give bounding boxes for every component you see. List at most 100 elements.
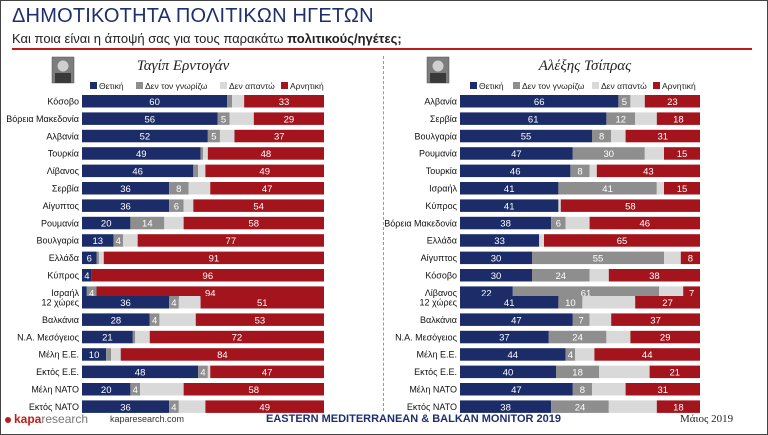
tsipras-value-positive: 30 xyxy=(491,271,502,282)
erdogan-bar-positive xyxy=(82,182,170,195)
erdogan-bar-noanswer xyxy=(219,129,235,143)
erdogan-bar-noanswer xyxy=(98,251,104,265)
tsipras-value-positive: 46 xyxy=(510,167,521,178)
tsipras-value-negative: 43 xyxy=(643,167,654,178)
erdogan-bar-noanswer xyxy=(164,216,184,230)
erdogan-value-positive: 13 xyxy=(92,236,103,247)
erdogan-bar-positive xyxy=(82,112,218,125)
erdogan-row-label: Κόσοβο xyxy=(47,97,79,107)
title-underline xyxy=(12,48,752,50)
erdogan-row-label: Ισραήλ xyxy=(51,288,79,298)
tsipras-row-label: Ρουμανία xyxy=(419,149,457,159)
tsipras-value-positive: 40 xyxy=(503,368,514,379)
tsipras-bar-negative xyxy=(680,251,700,265)
erdogan-bar-negative xyxy=(193,199,324,212)
tsipras-value-negative: 7 xyxy=(689,288,694,299)
tsipras-bar-noanswer xyxy=(611,129,626,143)
tsipras-legend-label-dontknow: Δεν τον γνωρίζω xyxy=(522,81,585,91)
tsipras-legend-swatch-negative xyxy=(653,82,660,89)
tsipras-value-dontknow: 30 xyxy=(604,149,615,160)
erdogan-value-dontknow: 4 xyxy=(89,288,94,299)
erdogan-value-positive: 60 xyxy=(149,97,160,108)
erdogan-bar-positive xyxy=(82,199,170,212)
erdogan-row-label: Μέλη ΝΑΤΟ xyxy=(31,385,79,395)
erdogan-value-dontknow: 5 xyxy=(211,132,216,143)
erdogan-bar-dontknow xyxy=(169,199,184,212)
tsipras-value-dontknow: 10 xyxy=(565,298,576,309)
erdogan-value-negative: 51 xyxy=(257,298,268,309)
tsipras-bar-dontknow xyxy=(556,365,600,379)
tsipras-value-negative: 46 xyxy=(640,219,651,230)
tsipras-bar-positive xyxy=(460,147,573,160)
erdogan-value-positive: 4 xyxy=(84,271,89,282)
tsipras-value-positive: 38 xyxy=(500,402,511,413)
erdogan-value-positive: 48 xyxy=(135,368,146,379)
tsipras-value-negative: 44 xyxy=(642,350,653,361)
tsipras-bar-positive xyxy=(460,182,559,195)
erdogan-bar-negative xyxy=(205,400,324,413)
tsipras-bar-positive xyxy=(460,199,559,212)
brand-light: research xyxy=(41,412,89,426)
erdogan-bar-dontknow xyxy=(200,147,203,160)
erdogan-value-negative: 91 xyxy=(209,254,220,265)
tsipras-bar-noanswer xyxy=(592,383,626,396)
erdogan-bar-negative xyxy=(183,216,324,230)
tsipras-bar-negative xyxy=(594,348,700,361)
tsipras-bar-negative xyxy=(664,147,700,160)
tsipras-row-label: Μέλη Ε.Ε. xyxy=(416,350,457,360)
tsipras-legend-swatch-positive xyxy=(470,82,477,89)
erdogan-legend-label-positive: Θετική xyxy=(99,81,124,91)
tsipras-value-dontknow: 4 xyxy=(568,350,573,361)
erdogan-legend-swatch-negative xyxy=(281,82,288,89)
erdogan-bar-noanswer xyxy=(198,164,206,178)
tsipras-legend-label-positive: Θετική xyxy=(479,81,504,91)
tsipras-bar-positive xyxy=(460,296,559,309)
tsipras-value-positive: 33 xyxy=(494,236,505,247)
tsipras-row-label: Μέλη ΝΑΤΟ xyxy=(409,385,457,395)
tsipras-value-negative: 38 xyxy=(649,271,660,282)
erdogan-bar-negative xyxy=(200,296,324,309)
tsipras-bar-positive xyxy=(460,269,532,282)
tsipras-bar-dontknow xyxy=(572,147,645,160)
erdogan-bar-dontknow xyxy=(169,296,179,309)
tsipras-value-dontknow: 24 xyxy=(575,402,586,413)
erdogan-bar-negative xyxy=(195,313,324,326)
erdogan-bar-dontknow xyxy=(149,313,160,326)
erdogan-bar-negative xyxy=(244,95,324,108)
tsipras-bar-negative xyxy=(625,383,700,396)
erdogan-leader-name: Ταγίπ Ερντογάν xyxy=(137,58,230,74)
erdogan-value-negative: 84 xyxy=(217,350,228,361)
erdogan-value-negative: 58 xyxy=(249,385,260,396)
tsipras-bar-dontknow xyxy=(548,330,607,344)
tsipras-value-positive: 41 xyxy=(504,298,515,309)
erdogan-value-dontknow: 5 xyxy=(221,114,226,125)
erdogan-value-dontknow: 6 xyxy=(174,201,179,212)
erdogan-bar-noanswer xyxy=(111,348,121,361)
erdogan-value-positive: 36 xyxy=(120,298,131,309)
erdogan-bar-positive xyxy=(82,269,92,282)
tsipras-value-negative: 8 xyxy=(688,254,693,265)
page-title: ΔΗΜΟΤΙΚΟΤΗΤΑ ΠΟΛΙΤΙΚΩΝ ΗΓΕΤΩΝ xyxy=(12,5,374,27)
tsipras-bar-negative xyxy=(644,95,700,108)
tsipras-row-label: 12 χώρες xyxy=(420,298,458,308)
tsipras-bar-noanswer xyxy=(589,313,612,326)
erdogan-bar-positive xyxy=(82,129,208,143)
erdogan-value-positive: 20 xyxy=(101,385,112,396)
erdogan-bar-dontknow xyxy=(217,112,230,125)
tsipras-value-dontknow: 5 xyxy=(622,97,627,108)
tsipras-bar-noanswer xyxy=(606,330,631,344)
tsipras-bar-negative xyxy=(596,164,700,178)
brand-mark-icon xyxy=(5,417,11,423)
tsipras-bar-noanswer xyxy=(589,164,597,178)
erdogan-bar-noanswer xyxy=(178,400,206,413)
erdogan-value-positive: 46 xyxy=(132,167,143,178)
erdogan-value-negative: 49 xyxy=(259,167,270,178)
erdogan-bar-negative xyxy=(137,234,324,247)
tsipras-value-positive: 47 xyxy=(511,315,522,326)
tsipras-bar-noanswer xyxy=(656,182,664,195)
erdogan-value-negative: 72 xyxy=(232,333,243,344)
erdogan-legend-swatch-dontknow xyxy=(136,82,143,89)
tsipras-bar-noanswer xyxy=(539,234,544,247)
tsipras-bar-noanswer xyxy=(575,348,595,361)
tsipras-bar-positive xyxy=(460,112,607,125)
